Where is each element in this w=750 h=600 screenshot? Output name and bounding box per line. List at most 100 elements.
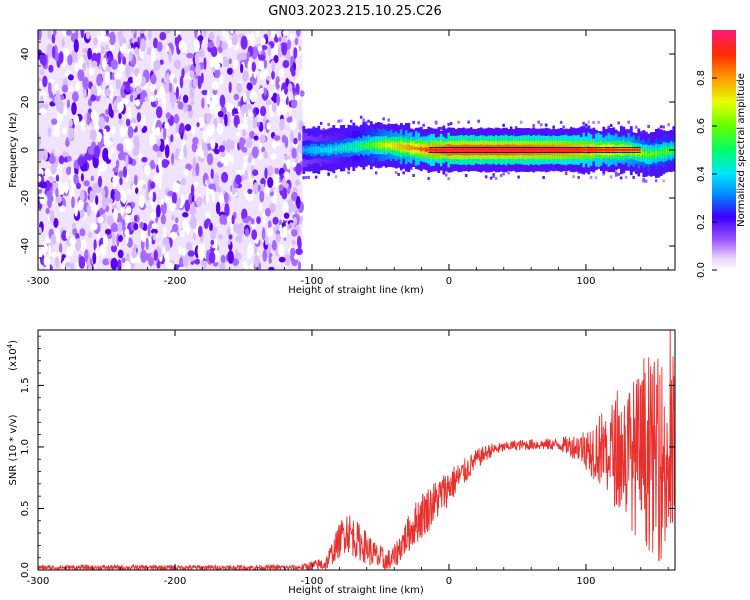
noise-speckle bbox=[121, 96, 126, 104]
noise-speckle bbox=[164, 144, 170, 158]
noise-speckle bbox=[207, 41, 215, 49]
noise-speckle bbox=[64, 181, 69, 194]
noise-speckle bbox=[261, 45, 268, 51]
noise-speckle bbox=[236, 52, 243, 62]
band-speckle bbox=[634, 125, 638, 129]
y-tick-label: -40 bbox=[20, 238, 31, 254]
noise-speckle bbox=[243, 112, 247, 124]
noise-speckle bbox=[287, 185, 291, 195]
noise-speckle bbox=[296, 195, 301, 209]
spectrogram-signal-band bbox=[302, 115, 675, 183]
noise-speckle bbox=[268, 257, 272, 264]
noise-speckle bbox=[197, 75, 202, 89]
noise-speckle bbox=[194, 52, 200, 66]
noise-speckle bbox=[156, 106, 163, 119]
noise-speckle bbox=[232, 59, 237, 70]
noise-speckle bbox=[241, 208, 248, 221]
band-speckle bbox=[587, 120, 590, 124]
band-speckle bbox=[659, 125, 663, 129]
noise-speckle bbox=[160, 214, 167, 225]
noise-speckle bbox=[119, 177, 123, 186]
noise-speckle bbox=[165, 112, 171, 120]
noise-speckle bbox=[156, 204, 161, 218]
noise-speckle bbox=[255, 107, 259, 115]
noise-speckle bbox=[125, 231, 129, 244]
band-speckle bbox=[619, 176, 623, 180]
noise-speckle bbox=[175, 86, 179, 100]
noise-speckle bbox=[259, 202, 263, 213]
noise-speckle bbox=[150, 211, 157, 220]
noise-speckle bbox=[87, 47, 92, 60]
noise-speckle bbox=[74, 205, 78, 217]
noise-speckle bbox=[164, 252, 170, 266]
band-speckle bbox=[447, 122, 450, 126]
noise-speckle bbox=[262, 211, 266, 226]
noise-speckle bbox=[75, 238, 81, 252]
band-speckle bbox=[422, 123, 425, 127]
noise-speckle bbox=[200, 72, 204, 84]
y-tick-label: 1.5 bbox=[20, 377, 31, 393]
band-speckle bbox=[364, 121, 368, 125]
noise-speckle bbox=[246, 51, 251, 59]
noise-speckle bbox=[272, 173, 280, 188]
noise-speckle bbox=[118, 63, 126, 72]
noise-speckle bbox=[154, 89, 158, 96]
noise-speckle bbox=[79, 209, 85, 219]
noise-speckle bbox=[162, 97, 167, 112]
band-speckle bbox=[544, 123, 548, 127]
noise-speckle bbox=[55, 256, 60, 269]
noise-speckle bbox=[288, 198, 294, 205]
noise-speckle bbox=[153, 59, 161, 71]
noise-speckle bbox=[221, 41, 229, 51]
noise-speckle bbox=[178, 40, 186, 52]
noise-speckle bbox=[172, 223, 179, 233]
noise-speckle bbox=[92, 252, 97, 265]
noise-speckle bbox=[291, 191, 298, 202]
noise-speckle bbox=[47, 197, 52, 209]
noise-speckle bbox=[282, 60, 290, 69]
noise-speckle bbox=[90, 175, 95, 182]
noise-speckle bbox=[289, 33, 296, 41]
band-speckle bbox=[484, 175, 488, 179]
noise-speckle bbox=[122, 166, 127, 178]
noise-speckle bbox=[139, 221, 144, 229]
noise-speckle bbox=[170, 202, 177, 210]
noise-speckle bbox=[153, 174, 159, 186]
noise-speckle bbox=[230, 30, 234, 35]
noise-speckle bbox=[272, 92, 278, 104]
noise-speckle bbox=[129, 94, 134, 103]
noise-speckle bbox=[245, 194, 253, 201]
band-layer bbox=[349, 143, 353, 151]
noise-speckle bbox=[275, 233, 282, 243]
noise-speckle bbox=[269, 203, 276, 213]
noise-speckle bbox=[299, 69, 304, 81]
snr-y-label: SNR (10 * v/v) bbox=[8, 414, 19, 485]
band-layer bbox=[327, 146, 331, 154]
noise-speckle bbox=[275, 224, 281, 231]
noise-speckle bbox=[228, 234, 233, 240]
noise-speckle bbox=[47, 127, 51, 138]
noise-speckle bbox=[249, 90, 257, 103]
noise-speckle bbox=[286, 158, 291, 170]
band-speckle bbox=[427, 177, 430, 180]
noise-speckle bbox=[197, 243, 203, 258]
noise-speckle bbox=[274, 167, 280, 175]
band-speckle bbox=[632, 175, 635, 179]
noise-speckle bbox=[79, 189, 85, 203]
band-layer bbox=[424, 147, 428, 152]
noise-speckle bbox=[218, 262, 226, 270]
band-speckle bbox=[327, 172, 330, 176]
band-speckle bbox=[359, 115, 363, 119]
noise-speckle bbox=[38, 226, 42, 235]
noise-speckle bbox=[86, 59, 90, 68]
noise-speckle bbox=[206, 179, 211, 185]
noise-speckle bbox=[236, 170, 243, 176]
noise-speckle bbox=[223, 56, 228, 62]
band-speckle bbox=[662, 125, 665, 129]
noise-speckle bbox=[253, 254, 260, 268]
noise-speckle bbox=[198, 48, 205, 58]
noise-speckle bbox=[177, 101, 184, 110]
band-layer bbox=[384, 141, 388, 149]
noise-speckle bbox=[150, 228, 158, 235]
band-layer bbox=[317, 146, 321, 154]
